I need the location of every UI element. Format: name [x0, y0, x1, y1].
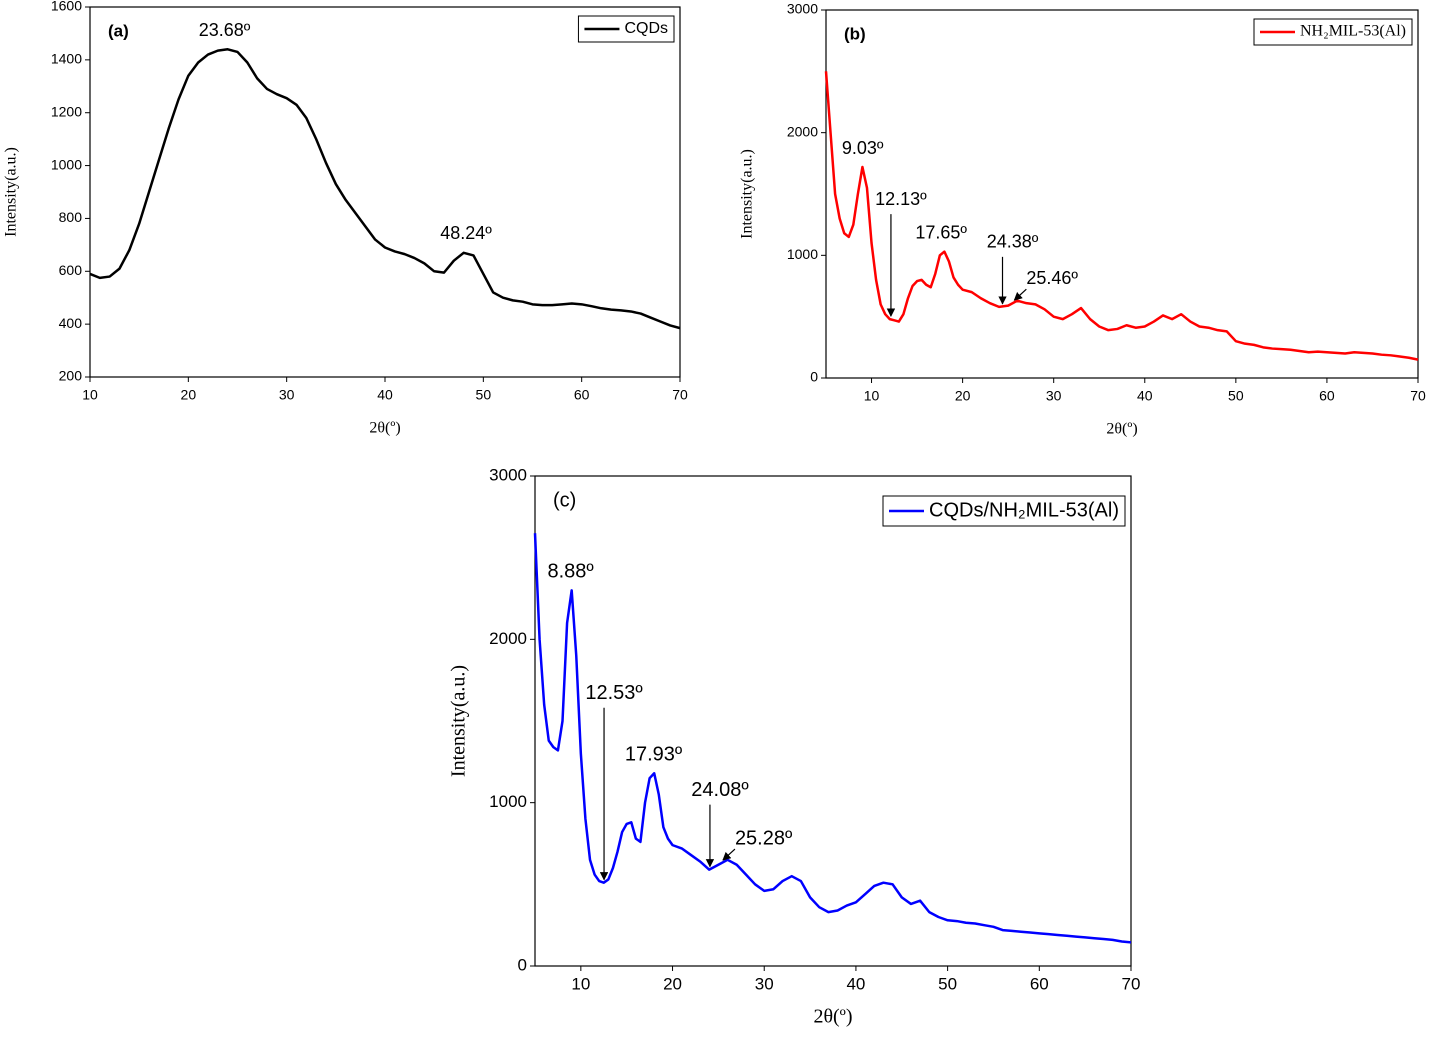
- legend: CQDs/NH₂MIL-53(Al): [882, 495, 1126, 527]
- annotation: 24.38º: [987, 232, 1039, 252]
- legend-box: [882, 495, 1126, 527]
- y-tick-label: 1000: [489, 792, 527, 811]
- y-tick-label: 1400: [51, 51, 82, 67]
- legend-box: [1253, 18, 1413, 46]
- annotation: 17.65º: [915, 222, 967, 242]
- annotation: 17.93º: [625, 744, 683, 766]
- annotation: 8.88º: [547, 561, 594, 583]
- x-tick-label: 30: [1046, 388, 1062, 404]
- annotation: 24.08º: [691, 779, 749, 801]
- y-tick-label: 1000: [787, 246, 818, 262]
- annotation: 12.53º: [585, 682, 643, 704]
- x-tick-label: 10: [864, 388, 880, 404]
- x-axis-label: 2θ(º): [813, 1006, 852, 1028]
- plot-frame: [825, 9, 1419, 379]
- x-tick-label: 50: [476, 387, 492, 403]
- y-tick-label: 400: [59, 315, 83, 331]
- y-tick-label: 0: [518, 955, 527, 974]
- y-axis-label: Intensity(a.u.): [448, 665, 470, 777]
- x-tick-label: 70: [1122, 974, 1141, 993]
- panel-label: (c): [553, 489, 576, 511]
- annotation: 25.46º: [1026, 268, 1078, 288]
- data-line: [89, 48, 681, 330]
- legend-label: CQDs/NH₂MIL-53(Al): [929, 499, 1119, 521]
- annotation-arrow: [1013, 288, 1027, 301]
- y-axis-label: Intensity(a.u.): [739, 149, 756, 239]
- data-line: [533, 533, 1132, 944]
- x-tick-label: 70: [1410, 388, 1426, 404]
- annotation-arrow: [722, 848, 736, 861]
- legend-box: [577, 15, 675, 43]
- y-tick-label: 2000: [489, 629, 527, 648]
- annotation: 48.24º: [440, 223, 492, 243]
- x-tick-label: 50: [938, 974, 957, 993]
- y-tick-label: 3000: [787, 1, 818, 17]
- legend-label: NH₂MIL-53(Al): [1300, 23, 1406, 40]
- x-tick-label: 10: [571, 974, 590, 993]
- y-tick-label: 0: [810, 369, 818, 385]
- y-tick-label: 1000: [51, 156, 82, 172]
- x-tick-label: 40: [377, 387, 393, 403]
- x-tick-label: 60: [1030, 974, 1049, 993]
- x-tick-label: 30: [755, 974, 774, 993]
- x-tick-label: 60: [574, 387, 590, 403]
- legend: NH₂MIL-53(Al): [1253, 18, 1413, 46]
- panel-label: (a): [108, 21, 129, 40]
- x-tick-label: 70: [672, 387, 688, 403]
- y-tick-label: 600: [59, 262, 83, 278]
- x-tick-label: 50: [1228, 388, 1244, 404]
- y-tick-label: 800: [59, 209, 83, 225]
- x-axis-label: 2θ(º): [1106, 421, 1137, 438]
- x-tick-label: 60: [1319, 388, 1335, 404]
- annotation: 25.28º: [735, 827, 793, 849]
- y-axis-label: Intensity(a.u.): [3, 147, 20, 237]
- x-tick-label: 30: [279, 387, 295, 403]
- legend-label: CQDs: [624, 20, 668, 37]
- legend: CQDs: [577, 15, 675, 43]
- x-tick-label: 20: [181, 387, 197, 403]
- y-tick-label: 200: [59, 368, 83, 384]
- annotation: 23.68º: [199, 20, 251, 40]
- x-tick-label: 40: [1137, 388, 1153, 404]
- data-line: [824, 71, 1419, 361]
- annotation: 12.13º: [875, 189, 927, 209]
- annotation: 9.03º: [842, 138, 884, 158]
- plot-frame: [534, 475, 1132, 967]
- y-tick-label: 2000: [787, 123, 818, 139]
- x-tick-label: 20: [955, 388, 971, 404]
- panel-label: (b): [844, 24, 866, 43]
- x-axis-label: 2θ(º): [369, 420, 400, 437]
- x-tick-label: 10: [82, 387, 98, 403]
- plot-frame: [89, 6, 681, 378]
- x-tick-label: 20: [663, 974, 682, 993]
- y-tick-label: 1200: [51, 103, 82, 119]
- x-tick-label: 40: [846, 974, 865, 993]
- y-tick-label: 3000: [489, 465, 527, 484]
- y-tick-label: 1600: [51, 0, 82, 14]
